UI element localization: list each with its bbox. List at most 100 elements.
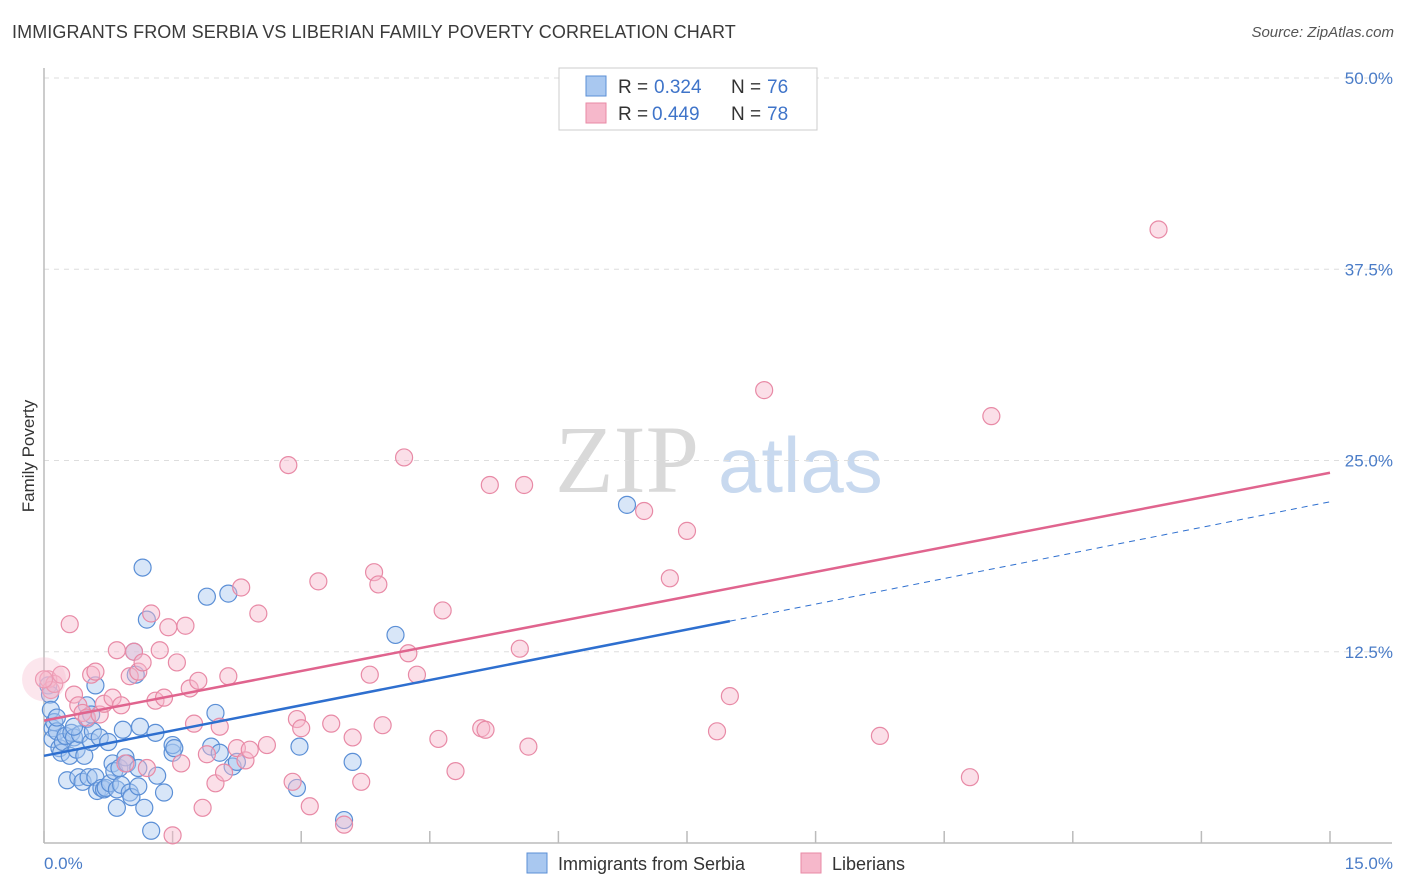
serbia-point — [163, 735, 182, 755]
serbia-point — [148, 766, 167, 785]
legend-r-label-serbia: R = — [618, 77, 648, 98]
axes — [43, 68, 1392, 844]
liberians-point — [193, 798, 212, 817]
liberians-trend-line — [43, 471, 1331, 722]
liberians-point — [720, 687, 739, 706]
liberians-point — [150, 641, 169, 660]
liberians-point — [279, 455, 298, 475]
liberians-point — [167, 653, 186, 672]
liberians-point — [1149, 220, 1168, 239]
serbia-trend-line — [43, 619, 731, 758]
liberians-point — [334, 815, 354, 834]
liberians-point — [107, 641, 126, 660]
x-tick-label-min: 0.0% — [44, 854, 83, 873]
liberians-point — [133, 653, 152, 672]
y-tick-label: 37.5% — [1345, 260, 1393, 279]
liberians-point — [34, 670, 54, 689]
serbia-point — [386, 625, 405, 645]
liberians-point — [219, 667, 238, 686]
serbia-point — [290, 737, 309, 756]
liberians-point — [960, 768, 980, 787]
liberians-point — [480, 475, 499, 495]
serbia-point — [113, 720, 132, 739]
liberians-point — [283, 772, 302, 791]
serbia-point — [129, 777, 148, 796]
liberians-point — [129, 662, 148, 681]
y-tick-labels: 12.5% 25.0% 37.5% 50.0% — [1345, 69, 1393, 662]
serbia-point — [165, 739, 184, 758]
serbia-point — [79, 768, 98, 787]
bottom-legend-label-serbia: Immigrants from Serbia — [558, 854, 746, 874]
liberians-point — [755, 381, 774, 400]
liberians-point — [635, 501, 654, 521]
y-tick-label: 50.0% — [1345, 69, 1393, 88]
trend-lines — [43, 471, 1331, 758]
liberians-point — [249, 604, 268, 623]
liberians-point — [429, 729, 448, 749]
bottom-legend-swatch-liberians — [800, 852, 822, 874]
serbia-point — [86, 676, 105, 695]
serbia-point — [130, 717, 150, 736]
liberians-point — [510, 639, 529, 658]
liberians-point — [64, 685, 84, 704]
liberians-point — [189, 671, 208, 690]
liberians-point — [142, 604, 161, 623]
serbia-point — [343, 752, 362, 772]
serbia-point — [142, 821, 161, 840]
liberians-point — [159, 618, 178, 637]
series-liberians-points — [22, 220, 1168, 845]
liberians-point — [870, 726, 890, 746]
liberians-point — [163, 826, 182, 845]
y-tick-label: 12.5% — [1345, 643, 1393, 662]
legend-n-label-liberians: N = — [731, 104, 761, 125]
serbia-point — [107, 798, 126, 817]
chart-title: IMMIGRANTS FROM SERBIA VS LIBERIAN FAMIL… — [12, 22, 736, 42]
serbia-point — [58, 771, 77, 790]
source-note: Source: ZipAtlas.com — [1251, 24, 1394, 41]
liberians-point — [343, 728, 362, 747]
serbia-point — [135, 798, 154, 817]
serbia-point — [154, 783, 174, 802]
legend-n-label-serbia: N = — [731, 77, 761, 98]
liberians-point — [300, 797, 319, 816]
legend-swatch-liberians — [585, 102, 607, 124]
liberians-point — [982, 407, 1001, 426]
y-tick-label: 25.0% — [1345, 452, 1393, 471]
liberians-point — [137, 758, 156, 778]
liberians-point — [116, 754, 135, 773]
top-legend: R = 0.324 N = 76 R = 0.449 N = 78 — [558, 67, 818, 131]
liberians-point — [360, 665, 379, 684]
legend-n-value-liberians: 78 — [767, 104, 788, 125]
serbia-point — [334, 810, 354, 830]
liberians-point — [176, 616, 195, 635]
liberians-point — [292, 719, 311, 738]
bottom-legend-label-liberians: Liberians — [832, 854, 905, 874]
legend-swatch-serbia — [585, 75, 607, 97]
liberians-point — [399, 644, 418, 663]
serbia-point — [64, 717, 84, 736]
x-tick-label-max: 15.0% — [1345, 854, 1393, 873]
liberians-point — [86, 662, 105, 681]
liberians-point — [433, 601, 452, 620]
liberians-point — [352, 772, 371, 791]
liberians-point — [369, 575, 388, 594]
serbia-point — [617, 495, 637, 514]
liberians-point — [257, 735, 277, 755]
liberians-point — [446, 761, 465, 781]
serbia-point — [116, 748, 135, 767]
liberians-point — [322, 714, 341, 733]
liberians-point — [184, 714, 204, 733]
serbia-point — [133, 558, 152, 577]
liberians-point-large — [22, 657, 66, 702]
liberians-point — [287, 709, 307, 729]
serbia-point — [122, 787, 141, 807]
watermark-zip: ZIP — [555, 406, 699, 513]
liberians-point — [214, 763, 234, 782]
liberians-point — [120, 667, 139, 686]
liberians-point — [232, 578, 251, 597]
legend-r-label-liberians: R = — [618, 104, 648, 125]
serbia-point — [197, 587, 216, 606]
liberians-point — [707, 722, 727, 741]
liberians-point — [172, 754, 191, 773]
